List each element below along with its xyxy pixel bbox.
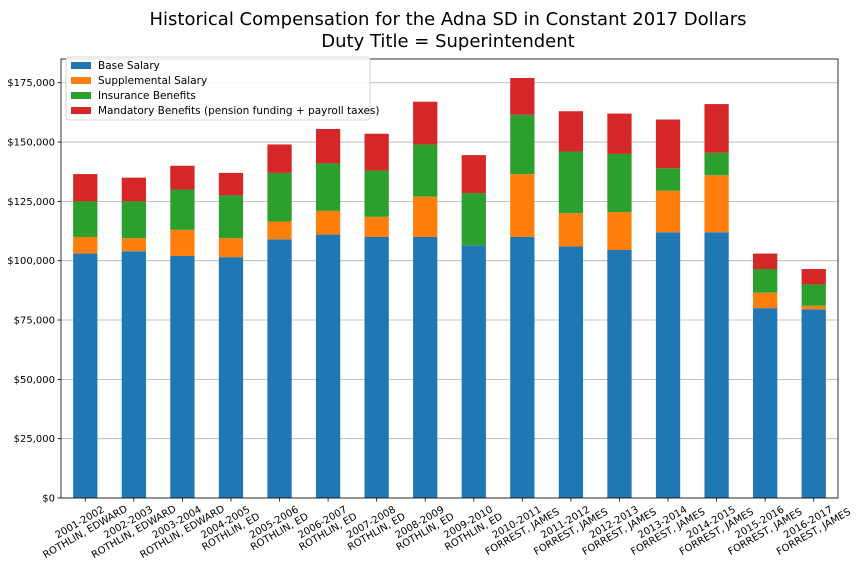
x-axis-ticks: 2001-2002ROTHLIN, EDWARD2002-2003ROTHLIN… [41, 498, 853, 561]
bar-segment [170, 165, 195, 190]
legend-swatch [71, 62, 91, 69]
bar-segment [170, 255, 195, 498]
bars [73, 77, 826, 499]
y-tick-label: $25,000 [14, 434, 55, 445]
bar-segment [753, 269, 778, 293]
chart-subtitle: Duty Title = Superintendent [321, 31, 574, 52]
legend-label: Supplemental Salary [98, 75, 207, 87]
legend-label: Base Salary [98, 60, 160, 72]
legend-box [65, 56, 371, 121]
bar-segment [655, 168, 681, 191]
legend: Base Salary Supplemental Salary Insurance … [65, 56, 380, 121]
y-tick-label: $175,000 [7, 78, 55, 89]
bar-segment [801, 284, 826, 306]
y-tick-label: $0 [42, 494, 55, 505]
legend-swatch [71, 77, 91, 84]
bar-segment [655, 232, 681, 498]
bar-segment [121, 238, 146, 252]
bar-segment [753, 253, 778, 270]
plot-frame [60, 58, 839, 499]
bar-segment [218, 172, 244, 196]
bar-segment [704, 104, 729, 153]
y-tick-label: $50,000 [14, 375, 55, 386]
bar-segment [315, 234, 341, 498]
bar-segment [558, 246, 584, 498]
bar-segment [655, 119, 681, 169]
bar-segment [267, 221, 292, 240]
bar-segment [315, 163, 341, 211]
bar-segment [558, 151, 584, 214]
bar-segment [73, 236, 98, 254]
bar-segment [510, 236, 535, 499]
axes [60, 58, 839, 499]
bar-segment [753, 292, 778, 309]
bar-segment [558, 213, 584, 247]
bar-segment [121, 201, 146, 239]
bar-segment [607, 153, 632, 213]
bar-segment [73, 201, 98, 237]
bar-segment [510, 114, 535, 175]
y-tick-label: $100,000 [7, 256, 55, 267]
bar-segment [315, 129, 341, 164]
bar-segment [607, 212, 632, 251]
bar-segment [73, 253, 98, 498]
legend-label: Insurance Benefits [98, 90, 196, 102]
bar-segment [607, 250, 632, 498]
bar-segment [461, 193, 486, 246]
bar-segment [121, 251, 146, 498]
legend-swatch [71, 107, 91, 114]
y-tick-label: $150,000 [7, 138, 55, 149]
bar-segment [267, 239, 292, 498]
bar-segment [655, 190, 681, 233]
bar-segment [170, 229, 195, 256]
bar-segment [364, 216, 389, 237]
bar-segment [558, 111, 584, 152]
bar-segment [121, 177, 146, 202]
bar-segment [607, 113, 632, 154]
y-axis-ticks: $0 $25,000 $50,000 $75,000 $100,000 $125,000 $… [7, 78, 61, 505]
bar-segment [170, 189, 195, 230]
bar-segment [461, 245, 486, 498]
bar-segment [218, 195, 244, 239]
y-tick-label: $125,000 [7, 197, 55, 208]
bar-segment [267, 144, 292, 173]
bar-segment [364, 170, 389, 217]
bar-segment [218, 257, 244, 498]
bar-segment [510, 77, 535, 115]
bar-segment [461, 155, 486, 194]
bar-segment [364, 236, 389, 499]
bar-segment [218, 238, 244, 258]
bar-segment [510, 174, 535, 237]
bar-segment [413, 196, 438, 237]
legend-swatch [71, 92, 91, 99]
bar-segment [801, 305, 826, 310]
bar-segment [73, 174, 98, 202]
bar-segment [364, 133, 389, 171]
bar-segment [801, 309, 826, 498]
bar-segment [753, 308, 778, 498]
bar-segment [704, 232, 729, 498]
bar-segment [704, 175, 729, 233]
bar-segment [413, 101, 438, 145]
bar-segment [267, 172, 292, 222]
bar-segment [801, 269, 826, 285]
bar-segment [704, 152, 729, 176]
y-tick-label: $75,000 [14, 316, 55, 327]
chart-title: Historical Compensation for the Adna SD … [150, 9, 747, 30]
bar-segment [413, 236, 438, 499]
bar-segment [413, 144, 438, 197]
bar-segment [315, 210, 341, 235]
legend-label: Mandatory Benefits (pension funding + pa… [98, 105, 380, 117]
